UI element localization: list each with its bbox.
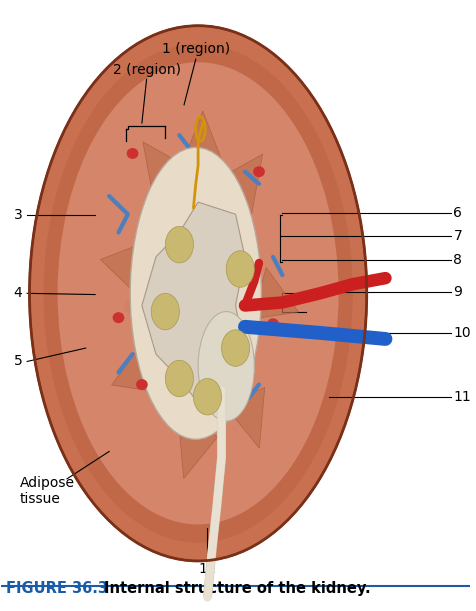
Ellipse shape bbox=[267, 318, 279, 329]
Ellipse shape bbox=[151, 293, 179, 330]
Text: 8: 8 bbox=[453, 254, 462, 268]
Polygon shape bbox=[252, 268, 298, 319]
Ellipse shape bbox=[58, 62, 338, 524]
Polygon shape bbox=[143, 142, 186, 202]
Text: 2 (region): 2 (region) bbox=[113, 63, 180, 77]
Ellipse shape bbox=[165, 360, 193, 397]
Ellipse shape bbox=[30, 26, 367, 561]
Ellipse shape bbox=[130, 147, 261, 439]
Ellipse shape bbox=[169, 317, 189, 377]
Polygon shape bbox=[219, 154, 263, 214]
Ellipse shape bbox=[206, 361, 218, 372]
Text: 1 (region): 1 (region) bbox=[162, 42, 230, 56]
Text: 12: 12 bbox=[198, 562, 216, 576]
Ellipse shape bbox=[127, 148, 139, 159]
Text: 5: 5 bbox=[14, 354, 22, 368]
Ellipse shape bbox=[136, 379, 148, 390]
Text: 6: 6 bbox=[453, 206, 462, 220]
Text: Internal structure of the kidney.: Internal structure of the kidney. bbox=[104, 581, 371, 596]
Text: 4: 4 bbox=[14, 287, 22, 301]
Text: FIGURE 36.3: FIGURE 36.3 bbox=[6, 581, 108, 596]
Polygon shape bbox=[182, 111, 224, 166]
Ellipse shape bbox=[221, 330, 249, 367]
Ellipse shape bbox=[193, 378, 221, 415]
Text: 10: 10 bbox=[453, 326, 471, 340]
Polygon shape bbox=[178, 418, 218, 478]
Text: Adipose
tissue: Adipose tissue bbox=[20, 476, 75, 506]
Polygon shape bbox=[225, 387, 265, 448]
Text: 3: 3 bbox=[14, 208, 22, 222]
Ellipse shape bbox=[198, 312, 254, 421]
Ellipse shape bbox=[143, 312, 174, 364]
Text: 7: 7 bbox=[453, 229, 462, 243]
Ellipse shape bbox=[253, 166, 265, 177]
Ellipse shape bbox=[132, 242, 171, 282]
Polygon shape bbox=[112, 340, 159, 392]
Text: 11: 11 bbox=[453, 390, 471, 404]
Ellipse shape bbox=[113, 312, 124, 323]
Ellipse shape bbox=[124, 290, 170, 316]
Polygon shape bbox=[142, 202, 245, 403]
Ellipse shape bbox=[43, 44, 353, 543]
Ellipse shape bbox=[165, 227, 193, 263]
Polygon shape bbox=[100, 242, 146, 296]
Text: 9: 9 bbox=[453, 285, 462, 299]
Ellipse shape bbox=[226, 251, 254, 287]
